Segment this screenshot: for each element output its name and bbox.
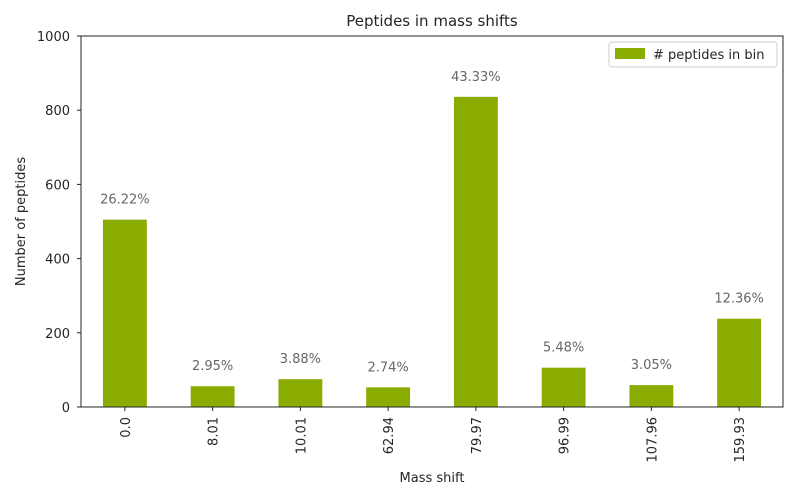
y-tick-label: 1000 (37, 30, 70, 45)
y-tick-label: 200 (45, 327, 70, 342)
plot-frame (80, 35, 784, 408)
x-tick-label: 10.01 (294, 417, 309, 454)
data-label-8.01: 2.95% (192, 359, 233, 374)
x-axis-label: Mass shift (400, 471, 465, 486)
x-tick-label: 62.94 (382, 417, 397, 454)
bar-0.0 (102, 219, 147, 407)
x-tick-label: 96.99 (558, 417, 573, 454)
bars-group (102, 96, 762, 408)
bar-96.99 (541, 367, 586, 407)
x-tick-label: 159.93 (733, 417, 748, 463)
y-tick-label: 400 (45, 253, 70, 268)
bar-62.94 (366, 387, 411, 407)
data-label-10.01: 3.88% (280, 352, 321, 367)
y-axis-label: Number of peptides (14, 157, 29, 286)
data-label-96.99: 5.48% (543, 341, 584, 356)
data-label-0.0: 26.22% (100, 193, 150, 208)
legend: # peptides in bin (608, 41, 778, 68)
legend-swatch (615, 48, 645, 59)
bar-107.96 (629, 385, 674, 407)
data-label-79.97: 43.33% (451, 70, 501, 85)
data-label-107.96: 3.05% (631, 358, 672, 373)
chart-title: Peptides in mass shifts (346, 12, 518, 30)
y-tick-label: 800 (45, 104, 70, 119)
x-tick-label: 79.97 (470, 417, 485, 454)
legend-box (608, 41, 778, 68)
x-tick-label: 0.0 (119, 417, 134, 438)
legend-entry-label: # peptides in bin (653, 48, 764, 63)
bar-8.01 (190, 386, 235, 407)
y-tick-label: 600 (45, 178, 70, 193)
bar-79.97 (453, 96, 498, 408)
data-label-159.93: 12.36% (714, 292, 764, 307)
y-axis-ticks: 0 200 400 600 800 1000 (37, 30, 81, 416)
y-tick-label: 0 (62, 401, 70, 416)
x-axis-ticks: 0.0 8.01 10.01 62.94 79.97 96.99 107.96 159.93 (119, 407, 748, 463)
x-tick-label: 107.96 (645, 417, 660, 463)
data-labels-group: 26.22% 2.95% 3.88% 2.74% 43.33% 5.48% 3.05% 12.… (100, 70, 764, 375)
bar-159.93 (717, 318, 762, 407)
x-tick-label: 8.01 (207, 417, 222, 446)
data-label-62.94: 2.74% (367, 360, 408, 375)
bar-10.01 (278, 379, 323, 407)
